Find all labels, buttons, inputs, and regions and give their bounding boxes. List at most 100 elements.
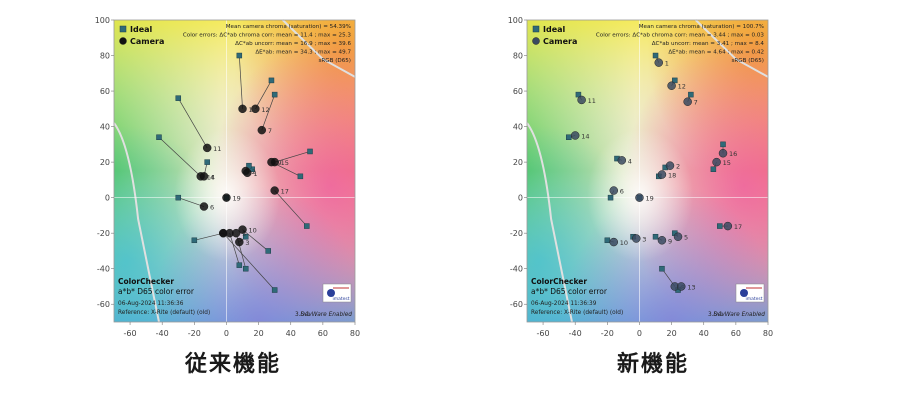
point-label-3: 3	[642, 236, 646, 244]
footer-title: ColorChecker	[531, 277, 587, 286]
error-vector-6	[178, 197, 205, 207]
ideal-point-14	[156, 134, 162, 140]
legend-camera-marker	[532, 37, 540, 45]
version-label: 3.5.1	[295, 312, 310, 318]
caption-left: 従来機能	[185, 352, 282, 377]
ideal-point-4	[204, 159, 210, 165]
y-tick-label: 60	[513, 87, 523, 96]
y-tick-label: 40	[100, 123, 110, 132]
ideal-point-16	[720, 141, 726, 148]
x-tick-label: 0	[224, 329, 229, 338]
camera-point-13	[676, 282, 686, 291]
info-line-3: ΔE*ab: mean = 34.3 ; max = 49.7	[255, 50, 351, 56]
camera-point-12	[251, 104, 260, 114]
gamut-boundary-top	[695, 19, 769, 78]
ideal-point-9	[297, 173, 304, 180]
y-tick-label: 60	[100, 87, 110, 96]
ideal-point-11	[575, 91, 582, 98]
y-tick-label: 100	[95, 16, 110, 25]
x-tick-label: -60	[124, 329, 137, 338]
y-tick-label: 0	[518, 194, 523, 203]
footer-timestamp: 06-Aug-2024 11:36:36	[118, 301, 184, 307]
brand-label: DevWare Enabled	[300, 312, 352, 318]
error-vector-12	[255, 80, 272, 109]
brand-label: DevWare Enabled	[713, 312, 765, 318]
point-label-19: 19	[232, 195, 240, 203]
y-tick-label: -40	[510, 265, 523, 274]
legend-ideal-marker	[119, 25, 127, 33]
error-vector-17	[274, 190, 308, 227]
footer-timestamp: 06-Aug-2024 11:36:39	[531, 301, 597, 307]
point-label-1: 1	[253, 170, 257, 178]
camera-point-14	[570, 131, 580, 140]
point-label-4: 4	[210, 173, 214, 181]
camera-point-10	[238, 225, 247, 234]
camera-point-6	[609, 186, 619, 195]
camera-point-7	[257, 125, 267, 135]
x-tick-label: -40	[569, 329, 582, 338]
plot-background-layer	[114, 20, 355, 322]
legend-ideal-label: Ideal	[130, 25, 153, 34]
camera-point-9	[657, 236, 667, 245]
y-tick-label: -20	[97, 229, 110, 238]
y-tick-label: -20	[510, 229, 523, 238]
camera-point-16	[718, 148, 728, 158]
x-tick-label: 0	[637, 329, 642, 338]
version-label: 3.5.1	[708, 312, 723, 318]
camera-point-7	[683, 97, 692, 106]
point-label-15: 15	[723, 159, 731, 167]
camera-point-15	[712, 157, 721, 167]
camera-point-6	[199, 202, 209, 211]
info-line-0: Mean camera chroma (saturation) = 100.7%	[639, 24, 764, 30]
legend-ideal-marker	[532, 25, 540, 33]
error-vector-8	[229, 233, 240, 266]
y-tick-label: 20	[100, 158, 110, 167]
point-label-5: 5	[242, 230, 246, 238]
ideal-point-1	[652, 52, 659, 59]
camera-point-11	[202, 143, 212, 153]
ideal-point-15	[307, 148, 313, 155]
error-vector-14	[158, 136, 201, 177]
x-tick-label: -20	[601, 329, 614, 338]
x-tick-label: 20	[254, 329, 264, 338]
info-line-1: Color errors: ΔC*ab chroma corr: mean = …	[183, 33, 352, 39]
point-label-6: 6	[210, 204, 214, 212]
point-label-9: 9	[277, 159, 281, 167]
point-label-19: 19	[645, 195, 653, 203]
camera-point-2	[665, 161, 675, 170]
point-label-7: 7	[694, 99, 698, 107]
point-label-17: 17	[281, 188, 289, 196]
y-tick-label: 100	[508, 16, 523, 25]
ideal-point-17	[304, 223, 310, 229]
legend-ideal-label: Ideal	[543, 25, 566, 34]
point-label-18: 18	[668, 172, 676, 180]
error-vector-10	[242, 229, 269, 252]
point-label-8: 8	[236, 230, 240, 238]
ideal-point-10	[604, 237, 611, 244]
x-tick-label: -60	[537, 329, 550, 338]
x-tick-label: -40	[156, 329, 169, 338]
imatest-logo-icon	[740, 289, 748, 297]
chart-right: -60 -40 -20 0 20 40 60 80 -60 -40 -20 0 20 40 60 80 100 1…	[508, 16, 773, 338]
ideal-point-3	[242, 233, 249, 240]
point-label-13: 13	[687, 283, 695, 291]
point-label-3: 3	[245, 239, 249, 247]
camera-point-15	[270, 157, 279, 167]
legend-camera-marker	[119, 37, 127, 45]
point-label-10: 10	[249, 227, 257, 235]
info-line-1: Color errors: ΔC*ab chroma corr: mean = …	[596, 33, 765, 39]
x-tick-label: 40	[286, 329, 296, 338]
footer-subtitle: a*b* D65 color error	[531, 287, 608, 296]
ideal-point-11	[175, 95, 182, 101]
camera-point-19	[635, 193, 644, 202]
ideal-point-8	[659, 265, 665, 272]
info-line-0: Mean camera chroma (saturation) = 54.39%	[226, 24, 351, 30]
ideal-point-5	[242, 265, 249, 272]
ideal-point-12	[268, 77, 275, 84]
point-label-10: 10	[620, 239, 628, 247]
point-label-13: 13	[229, 230, 237, 238]
y-tick-label: 80	[100, 52, 110, 61]
y-tick-label: 0	[105, 194, 110, 203]
camera-point-17	[270, 186, 279, 195]
camera-point-10	[609, 237, 619, 247]
